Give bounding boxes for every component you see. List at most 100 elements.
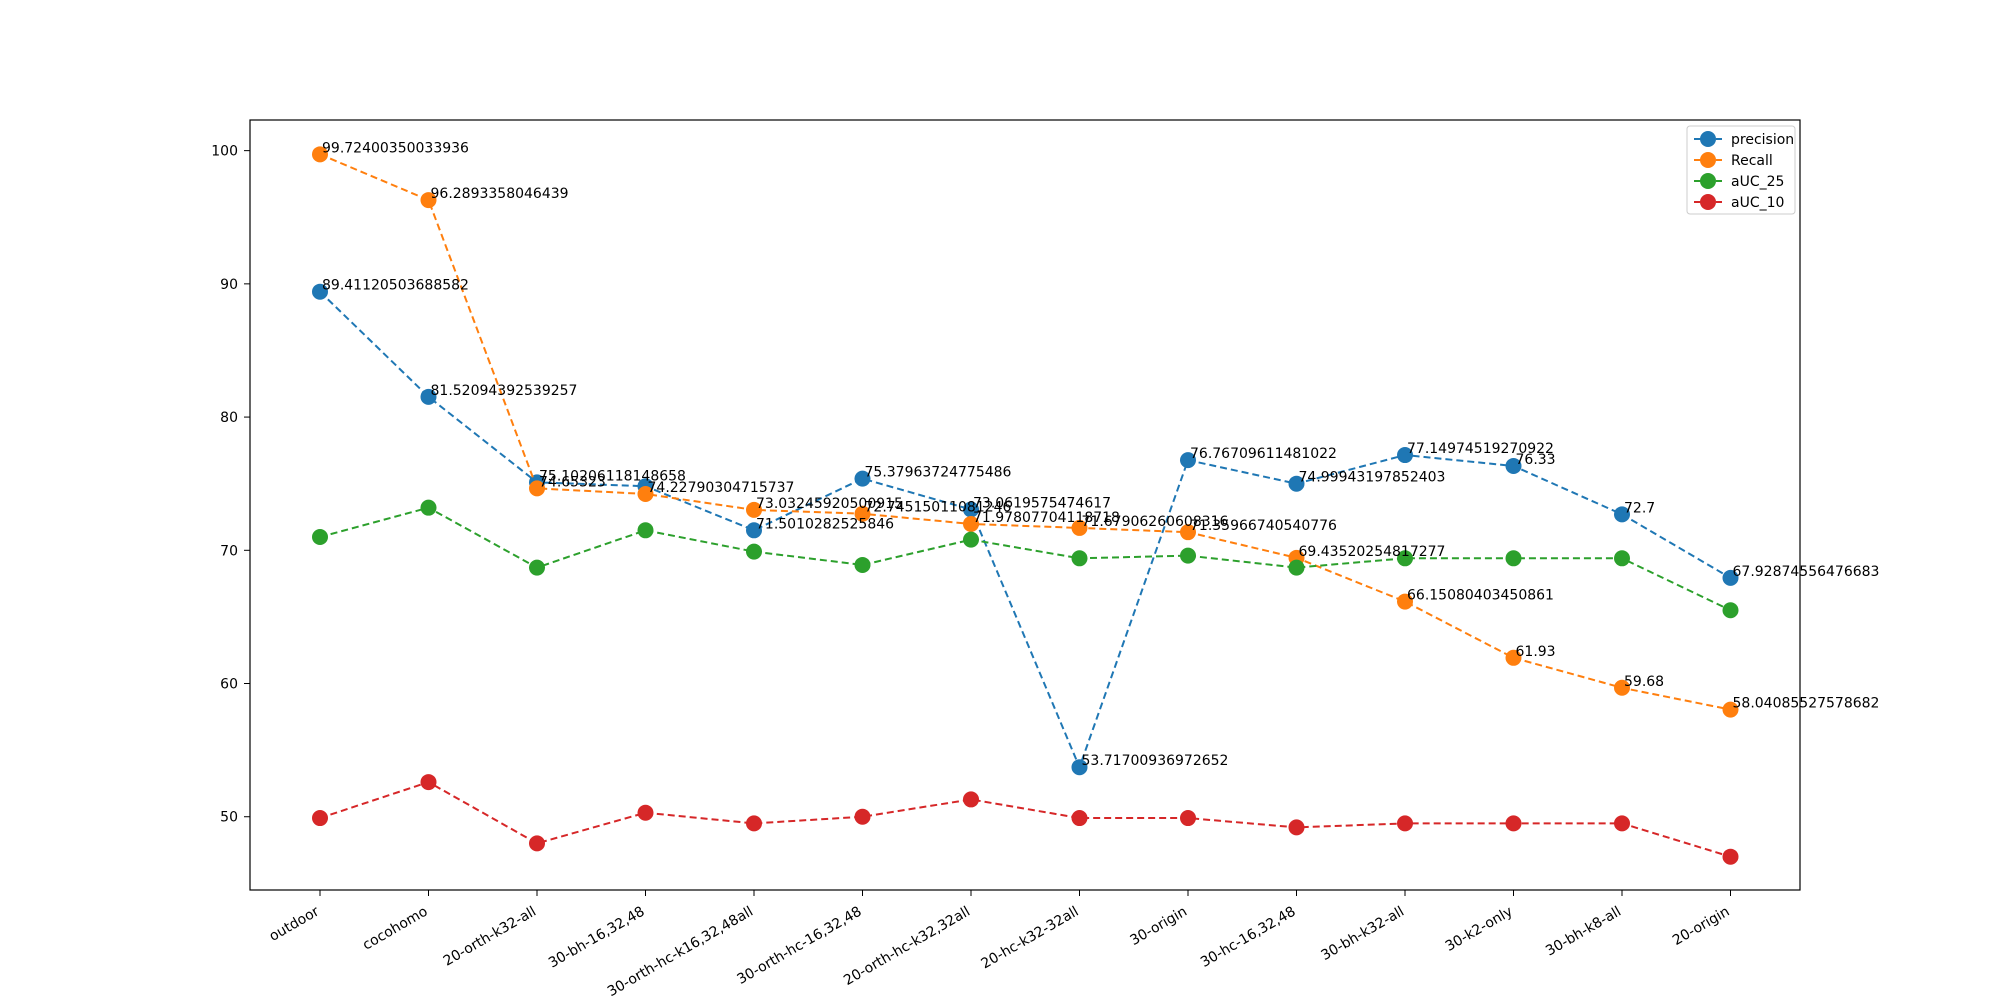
data-label: 74.22790304715737 (648, 480, 795, 496)
series-precision (312, 283, 1739, 776)
data-point (746, 522, 762, 539)
series-line (319, 506, 1731, 612)
y-tick-label: 100 (211, 144, 238, 160)
data-point (854, 808, 871, 825)
x-tick-label: 30-bh-k8-all (1543, 904, 1624, 960)
data-point (854, 556, 871, 573)
data-point (746, 501, 762, 518)
legend-label: Recall (1731, 153, 1773, 169)
series-line (319, 781, 1731, 858)
legend-box (1686, 125, 1796, 215)
x-tick-label: cocohomo (360, 904, 431, 954)
data-point (1614, 679, 1630, 696)
data-point (1397, 550, 1413, 567)
data-label: 72.74515011081246 (865, 500, 1012, 516)
data-point (746, 815, 762, 832)
data-point (420, 192, 437, 209)
data-point (637, 804, 654, 821)
data-label: 71.67906260608316 (1082, 514, 1229, 530)
data-point (1397, 593, 1413, 610)
x-tick-label: 20-orth-k32-all (441, 904, 539, 970)
x-tick-label: 30-bh-k32-all (1318, 904, 1407, 964)
data-label: 69.43520254817277 (1299, 544, 1446, 560)
data-label: 74.99943197852403 (1299, 470, 1446, 486)
data-point (1505, 649, 1522, 666)
data-label: 58.04085527578682 (1733, 696, 1880, 712)
data-label: 61.93 (1516, 644, 1556, 660)
data-point (1505, 457, 1522, 474)
y-tick-label: 60 (220, 677, 238, 693)
x-tick-label: outdoor (267, 903, 323, 944)
data-point (1397, 815, 1413, 832)
data-point (1505, 815, 1522, 832)
data-point (1722, 602, 1739, 619)
series-layer (312, 146, 1739, 865)
x-tick-label: 30-origin (1127, 904, 1190, 949)
data-point (1180, 810, 1196, 827)
legend-entry: aUC_25 (1694, 173, 1784, 190)
data-point (312, 146, 328, 163)
data-point (1288, 475, 1305, 492)
data-label: 81.52094392539257 (431, 383, 578, 399)
y-tick-label: 80 (220, 410, 238, 426)
y-tick-label: 70 (220, 543, 238, 559)
legend-label: precision (1731, 132, 1794, 148)
data-point (1614, 506, 1630, 523)
legend-marker (1700, 194, 1716, 210)
x-axis: outdoor cocohomo 20-orth-k32-all 30-bh-16,3… (267, 890, 1733, 1000)
data-point (1288, 559, 1305, 576)
legend-entry: aUC_10 (1694, 194, 1784, 211)
data-label: 76.33 (1516, 452, 1556, 468)
data-point (1722, 569, 1739, 586)
data-point (1071, 759, 1088, 776)
data-label: 71.35966740540776 (1190, 518, 1337, 534)
data-point (1071, 519, 1088, 536)
data-point (312, 283, 328, 300)
data-point (529, 480, 545, 497)
data-point (420, 388, 437, 405)
y-tick-label: 50 (220, 810, 238, 826)
data-label: 67.92874556476683 (1733, 564, 1880, 580)
data-label: 77.14974519270922 (1407, 441, 1554, 457)
x-tick-label: 20-origin (1670, 904, 1733, 949)
data-point (963, 791, 979, 808)
data-label: 74.65323 (539, 474, 606, 490)
data-point (420, 499, 437, 516)
data-point (963, 515, 979, 532)
data-point (1288, 819, 1305, 836)
data-label: 76.76709611481022 (1190, 446, 1337, 462)
data-point (420, 774, 437, 791)
data-point (1614, 550, 1630, 567)
data-label: 72.7 (1624, 500, 1655, 516)
data-point (1180, 547, 1196, 564)
data-point (1505, 550, 1522, 567)
x-tick-label: 30-hc-16,32,48 (1198, 904, 1299, 971)
data-label: 96.2893358046439 (431, 186, 569, 202)
data-labels-layer: 89.41120503688582 81.52094392539257 75.102… (322, 140, 1879, 769)
data-point (1614, 815, 1630, 832)
data-point (312, 810, 328, 827)
data-label: 99.72400350033936 (322, 140, 469, 156)
data-point (637, 522, 654, 539)
data-point (1180, 452, 1196, 469)
data-point (1071, 810, 1088, 827)
legend-marker (1700, 173, 1716, 189)
data-point (746, 543, 762, 560)
data-label: 71.97807704118718 (973, 510, 1120, 526)
legend-entry: precision (1694, 131, 1794, 148)
data-point (1722, 701, 1739, 718)
data-label: 53.71700936972652 (1082, 753, 1229, 769)
series-line (319, 290, 1732, 770)
data-point (529, 559, 545, 576)
x-tick-label: 30-bh-16,32,48 (546, 904, 648, 972)
data-point (963, 531, 979, 548)
legend-marker (1700, 152, 1716, 168)
x-tick-label: 30-k2-only (1443, 904, 1516, 955)
series-auc-25 (312, 499, 1739, 619)
data-label: 75.37963724775486 (865, 465, 1012, 481)
data-point (1180, 524, 1196, 541)
data-point (312, 528, 328, 545)
legend: precision Recall aUC_25 aUC_10 (1686, 125, 1796, 215)
x-tick-label: 20-hc-k32-32all (979, 904, 1082, 973)
